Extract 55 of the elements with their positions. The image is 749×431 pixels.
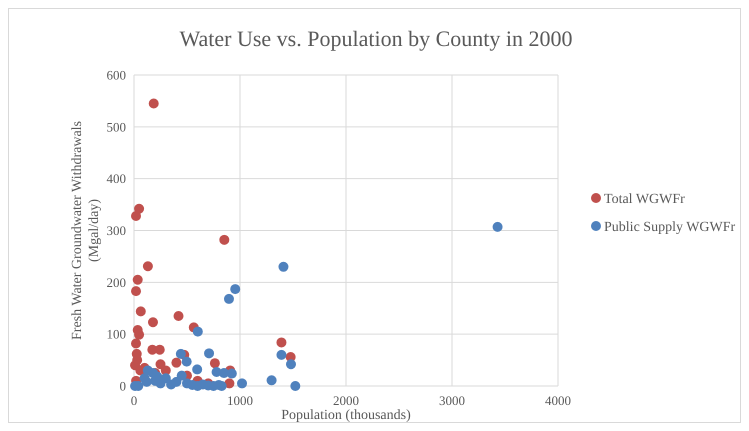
point	[276, 337, 286, 348]
y-tick-label: 600	[106, 68, 126, 83]
point	[132, 355, 142, 366]
point	[219, 234, 230, 245]
point	[226, 368, 237, 379]
point	[224, 378, 234, 388]
x-tick-label: 3000	[439, 393, 465, 408]
point	[214, 380, 224, 390]
point	[148, 98, 159, 109]
x-tick-label: 0	[130, 393, 138, 408]
point	[276, 350, 286, 360]
point	[136, 306, 146, 316]
point	[176, 370, 187, 381]
y-tick-label: 500	[106, 119, 126, 134]
y-axis-title: Fresh Water Groundwater Withdrawals (Mgal/day)	[70, 120, 102, 340]
point	[492, 222, 503, 232]
chart-title: Water Use vs. Population by County in 2000	[180, 26, 572, 51]
point	[192, 326, 203, 337]
point	[131, 338, 142, 348]
point	[171, 358, 182, 368]
x-tick-label: 1000	[227, 393, 253, 408]
point	[266, 375, 277, 386]
point	[132, 274, 143, 285]
point	[286, 359, 296, 370]
point	[142, 261, 153, 272]
legend-label: Public Supply WGWFr	[604, 220, 736, 235]
point	[230, 284, 240, 294]
point	[154, 344, 165, 355]
x-tick-label: 2000	[333, 393, 359, 408]
point	[176, 348, 186, 359]
y-tick-label: 100	[106, 326, 126, 342]
point	[210, 358, 220, 368]
point	[212, 367, 222, 378]
x-axis-title: Population (thousands)	[281, 408, 412, 423]
point	[148, 317, 158, 328]
point	[134, 330, 144, 340]
point	[237, 378, 248, 388]
point	[182, 356, 192, 367]
point	[174, 311, 184, 322]
point	[131, 286, 142, 296]
point	[224, 294, 234, 304]
y-tick-label: 400	[106, 171, 126, 186]
point	[192, 364, 202, 374]
x-tick-label: 4000	[545, 393, 571, 408]
y-tick-label: 200	[106, 274, 126, 290]
point	[171, 376, 182, 387]
point	[142, 376, 152, 387]
y-tick-label: 0	[120, 378, 126, 394]
legend-label: Total WGWFr	[604, 192, 686, 207]
point	[290, 381, 300, 391]
point	[278, 262, 288, 272]
point	[131, 210, 142, 221]
point	[204, 348, 214, 358]
y-tick-label: 300	[106, 223, 126, 238]
point	[142, 365, 153, 376]
